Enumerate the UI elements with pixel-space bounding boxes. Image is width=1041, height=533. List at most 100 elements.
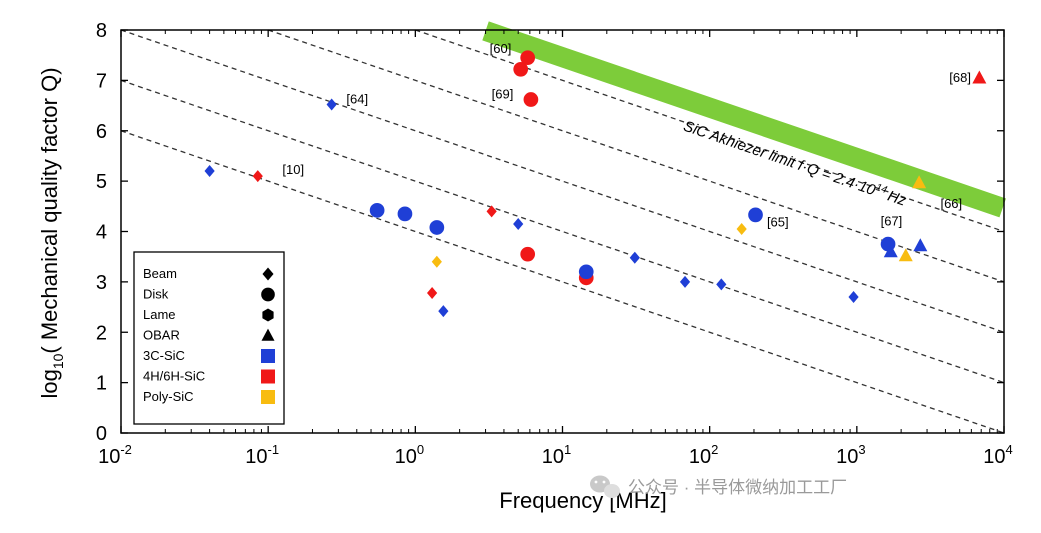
legend-marker-triangle xyxy=(261,328,275,341)
legend-label-triangle: OBAR xyxy=(143,328,180,343)
data-points xyxy=(204,50,987,318)
annotation-1: [69] xyxy=(492,86,514,101)
x-tick-base: 10 xyxy=(98,446,120,468)
x-tick-label-5: 103 xyxy=(836,442,865,468)
legend-marker-circle xyxy=(261,287,275,302)
x-tick-base: 10 xyxy=(395,446,417,468)
data-point-diamond-7 xyxy=(427,286,438,299)
annotation-5: [67] xyxy=(881,213,903,228)
x-tick-label-4: 102 xyxy=(689,442,718,468)
data-point-triangle-25 xyxy=(898,248,913,262)
legend-swatch-material-1 xyxy=(261,369,275,384)
data-point-circle-11 xyxy=(520,246,536,262)
data-point-triangle-28 xyxy=(972,70,987,84)
x-tick-label-3: 101 xyxy=(542,442,571,468)
data-point-circle-12 xyxy=(513,61,529,77)
data-point-diamond-6 xyxy=(431,255,442,268)
x-tick-label-2: 100 xyxy=(395,442,424,468)
fq-line-4 xyxy=(415,29,1005,233)
data-point-triangle-24 xyxy=(883,244,898,258)
reference-annotations: [60] [69] [64] [10] [65] [67] [66] [68] xyxy=(282,41,971,229)
y-tick-label-2: 2 xyxy=(96,322,107,344)
annotation-6: [66] xyxy=(940,196,962,211)
y-tick-label-3: 3 xyxy=(96,272,107,294)
data-point-diamond-18 xyxy=(679,275,691,288)
data-point-circle-13 xyxy=(520,50,536,66)
y-axis-ticks: 0 1 2 3 4 5 6 7 8 xyxy=(96,20,1004,445)
x-tick-exponent: 1 xyxy=(564,442,571,457)
data-point-diamond-20 xyxy=(736,222,747,235)
legend-swatch-material-0 xyxy=(261,349,275,363)
data-point-diamond-17 xyxy=(629,251,640,264)
x-axis-ticks: 10-2 10-1 100 101 102 103 104 xyxy=(98,30,1013,468)
wechat-icon xyxy=(590,475,620,498)
x-tick-base: 10 xyxy=(836,446,858,468)
data-point-triangle-27 xyxy=(912,175,927,189)
x-tick-exponent: -2 xyxy=(120,442,132,457)
x-tick-base: 10 xyxy=(542,446,564,468)
annotation-3: [10] xyxy=(282,162,304,177)
legend: Beam Disk Lame OBAR 3C-SiC 4H/6H-SiC Poly-SiC xyxy=(133,251,285,425)
legend-marker-diamond xyxy=(262,267,274,281)
data-point-diamond-8 xyxy=(438,305,449,318)
data-point-circle-3 xyxy=(369,202,385,218)
fq-line-1 xyxy=(120,79,1005,384)
data-point-circle-5 xyxy=(429,220,445,235)
y-axis-label-prefix: log xyxy=(37,369,62,398)
x-tick-exponent: 4 xyxy=(1006,442,1013,457)
watermark-text: 公众号 · 半导体微纳加工工厂 xyxy=(628,478,847,497)
x-tick-label-1: 10-1 xyxy=(245,442,279,468)
akhiezer-limit-line xyxy=(482,21,1006,218)
x-tick-exponent: 2 xyxy=(711,442,718,457)
akhiezer-limit-band: SiC Akhiezer limit f·Q = 2.4·1014Hz xyxy=(482,21,1006,218)
x-tick-label-0: 10-2 xyxy=(98,442,132,468)
legend-swatch-material-2 xyxy=(261,390,275,404)
x-tick-base: 10 xyxy=(689,446,711,468)
x-tick-base: 10 xyxy=(983,446,1005,468)
legend-box xyxy=(133,251,285,425)
y-tick-label-6: 6 xyxy=(96,121,107,143)
fq-line-3 xyxy=(267,29,1005,283)
annotation-2: [64] xyxy=(346,92,368,107)
x-axis-label: Frequency [MHz] xyxy=(499,488,667,513)
x-tick-exponent: -1 xyxy=(268,442,280,457)
fq-line-2 xyxy=(120,29,1005,333)
data-point-circle-14 xyxy=(523,92,539,107)
x-tick-exponent: 3 xyxy=(858,442,865,457)
fq-constant-lines xyxy=(120,29,1005,434)
akhiezer-label-end: Hz xyxy=(885,188,908,210)
data-point-diamond-22 xyxy=(848,290,859,303)
data-point-diamond-10 xyxy=(513,217,524,230)
legend-label-hexagon: Lame xyxy=(143,307,176,322)
annotation-0: [60] xyxy=(490,41,512,56)
y-tick-label-8: 8 xyxy=(96,20,107,42)
annotation-7: [68] xyxy=(949,70,971,85)
y-tick-label-1: 1 xyxy=(96,373,107,395)
data-point-circle-21 xyxy=(748,207,763,223)
data-point-circle-16 xyxy=(578,264,594,280)
x-tick-label-6: 104 xyxy=(983,442,1012,468)
legend-label-diamond: Beam xyxy=(143,266,177,281)
y-axis-label-suffix: ( Mechanical quality factor Q) xyxy=(37,67,62,353)
data-point-diamond-2 xyxy=(252,170,263,183)
legend-label-material-1: 4H/6H-SiC xyxy=(143,369,205,384)
data-point-triangle-26 xyxy=(913,238,928,252)
watermark: 公众号 · 半导体微纳加工工厂 xyxy=(590,475,847,498)
annotation-4: [65] xyxy=(767,214,789,229)
akhiezer-label-sup: 14 xyxy=(874,182,889,196)
y-axis-label-sub: 10 xyxy=(50,353,66,369)
data-point-diamond-9 xyxy=(486,205,497,218)
legend-marker-hexagon xyxy=(262,308,274,322)
legend-label-circle: Disk xyxy=(143,287,169,302)
data-point-diamond-0 xyxy=(204,165,215,178)
y-tick-label-4: 4 xyxy=(96,222,107,244)
legend-label-material-0: 3C-SiC xyxy=(143,348,185,363)
data-point-diamond-1 xyxy=(326,98,337,111)
fq-line-0 xyxy=(120,130,1005,434)
y-axis-label: log10( Mechanical quality factor Q) xyxy=(37,67,66,398)
y-tick-label-5: 5 xyxy=(96,171,107,193)
y-tick-label-7: 7 xyxy=(96,70,107,92)
y-tick-label-0: 0 xyxy=(96,423,107,445)
legend-label-material-2: Poly-SiC xyxy=(143,389,194,404)
